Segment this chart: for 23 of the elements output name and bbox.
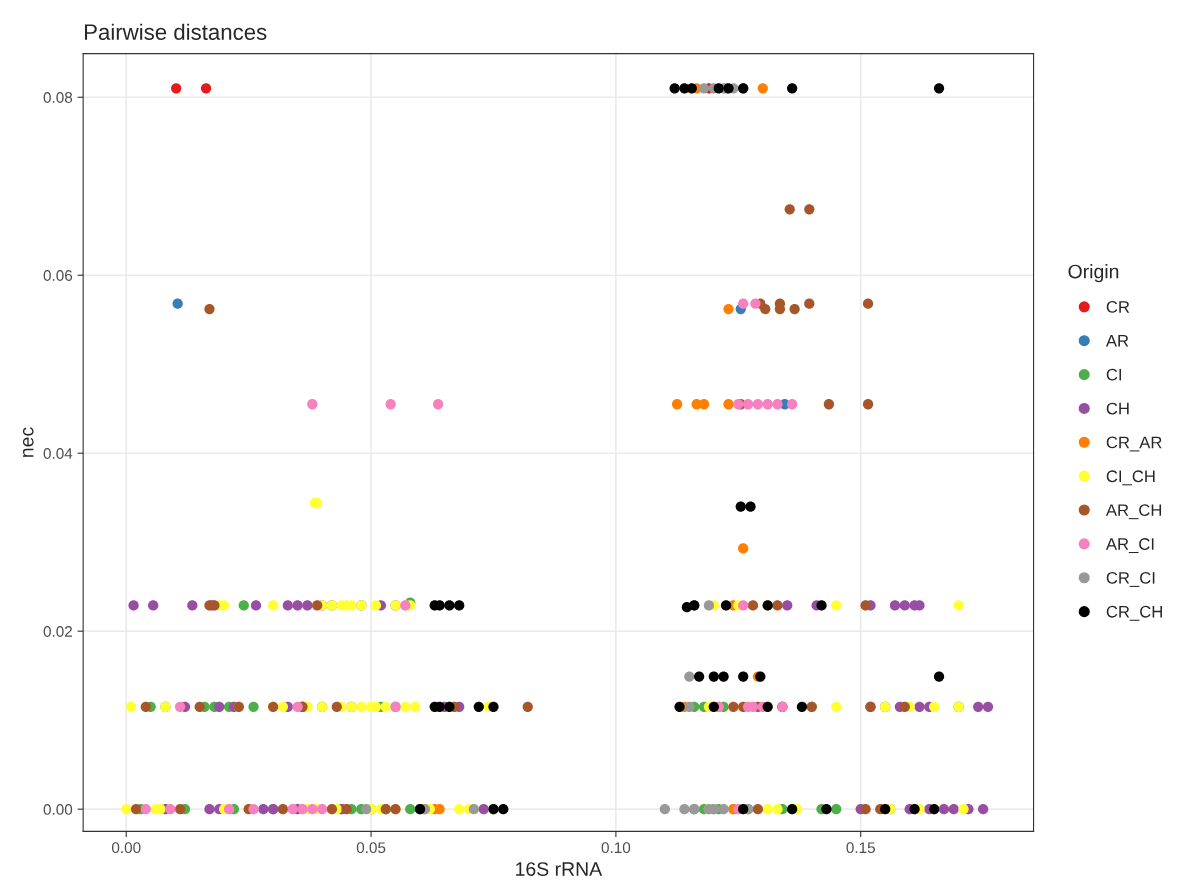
legend-label: CR_CI xyxy=(1106,571,1155,587)
y-tick-label: 0.06 xyxy=(43,270,73,281)
legend-label: CI xyxy=(1106,368,1122,381)
x-tick-label: 0.05 xyxy=(356,842,386,854)
legend-label: CI_CH xyxy=(1106,470,1155,486)
x-axis-title: 16S rRNA xyxy=(516,862,603,876)
x-tick-label: 0.00 xyxy=(111,842,141,854)
x-tick-label: 0.15 xyxy=(846,842,875,854)
y-tick-label: 0.02 xyxy=(43,626,72,637)
x-tick-label: 0.10 xyxy=(601,842,631,854)
legend-label: CR_CH xyxy=(1106,605,1162,621)
legend-label: AR_CH xyxy=(1105,504,1162,520)
chart-title: Pairwise distances xyxy=(84,23,267,40)
legend-label: CR_AR xyxy=(1106,436,1162,452)
y-tick-label: 0.08 xyxy=(43,92,73,103)
legend-label: AR xyxy=(1105,335,1129,347)
y-axis-title: nec xyxy=(22,427,34,457)
legend-label: CR xyxy=(1106,301,1130,313)
y-tick-label: 0.00 xyxy=(43,804,73,815)
y-tick-label: 0.04 xyxy=(43,448,73,459)
legend-title: Origin xyxy=(1068,264,1119,283)
legend-label: CH xyxy=(1106,402,1129,415)
legend-label: AR_CI xyxy=(1105,538,1154,554)
